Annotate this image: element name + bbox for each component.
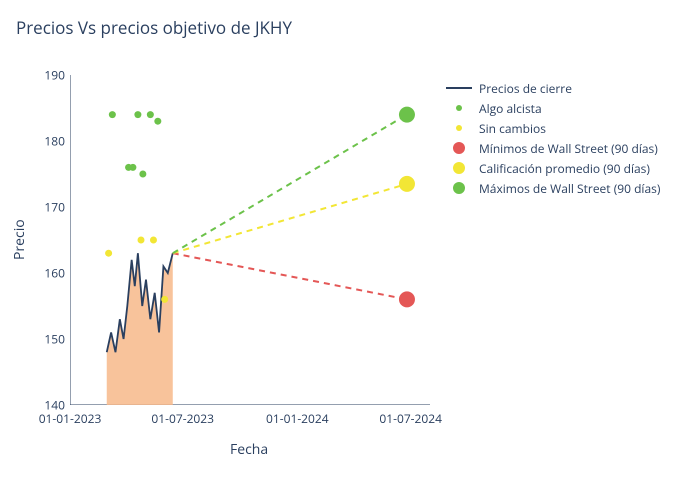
legend-item[interactable]: Mínimos de Wall Street (90 días) xyxy=(445,138,660,158)
legend-swatch xyxy=(445,121,473,135)
y-tick-label: 170 xyxy=(35,199,65,216)
legend-item[interactable]: Calificación promedio (90 días) xyxy=(445,158,660,178)
x-tick-label: 01-07-2023 xyxy=(151,410,214,427)
legend-swatch xyxy=(445,101,473,115)
legend-item[interactable]: Precios de cierre xyxy=(445,78,660,98)
legend-swatch xyxy=(445,181,473,195)
chart-svg xyxy=(70,75,430,405)
legend-swatch xyxy=(445,141,473,155)
legend-item[interactable]: Algo alcista xyxy=(445,98,660,118)
y-tick-label: 160 xyxy=(35,265,65,282)
legend-swatch xyxy=(445,81,473,95)
y-tick-label: 190 xyxy=(35,67,65,84)
legend-swatch xyxy=(445,161,473,175)
legend-label: Precios de cierre xyxy=(479,80,572,97)
x-tick-label: 01-07-2024 xyxy=(379,410,442,427)
y-tick-label: 180 xyxy=(35,133,65,150)
x-tick-label: 01-01-2023 xyxy=(39,410,102,427)
legend-label: Sin cambios xyxy=(479,120,546,137)
chart-title: Precios Vs precios objetivo de JKHY xyxy=(16,16,292,39)
legend-item[interactable]: Sin cambios xyxy=(445,118,660,138)
legend-label: Calificación promedio (90 días) xyxy=(479,160,650,177)
x-tick-label: 01-01-2024 xyxy=(266,410,329,427)
legend-label: Máximos de Wall Street (90 días) xyxy=(479,180,660,197)
legend-item[interactable]: Máximos de Wall Street (90 días) xyxy=(445,178,660,198)
legend-label: Mínimos de Wall Street (90 días) xyxy=(479,140,658,157)
x-axis-label: Fecha xyxy=(230,440,268,459)
plot-area: 14015016017018019001-01-202301-07-202301… xyxy=(70,75,430,405)
legend: Precios de cierre Algo alcista Sin cambios… xyxy=(445,78,660,198)
y-tick-label: 150 xyxy=(35,331,65,348)
y-axis-label: Precio xyxy=(10,219,29,260)
legend-label: Algo alcista xyxy=(479,100,542,117)
